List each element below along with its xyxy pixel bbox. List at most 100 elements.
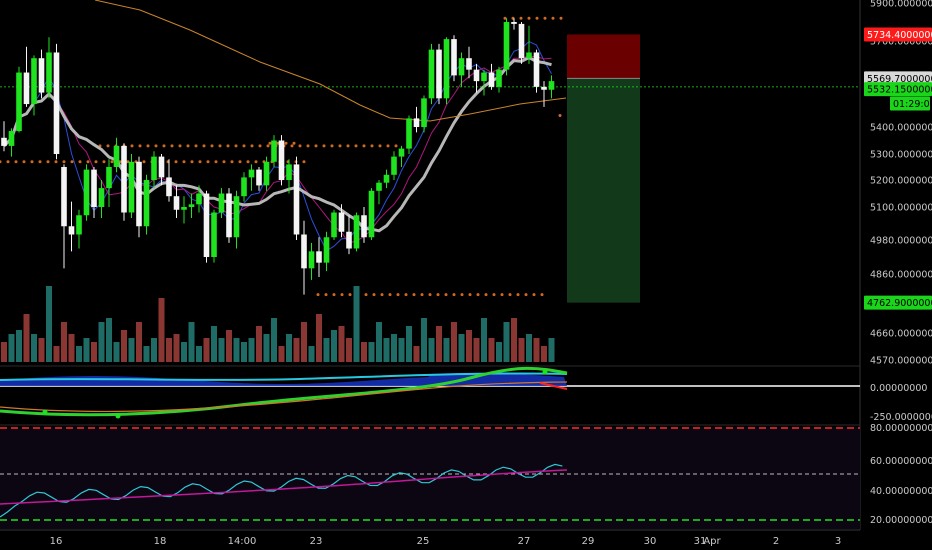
- level-dot: [322, 144, 326, 148]
- volume-bar: [406, 326, 412, 362]
- candle-body: [541, 86, 547, 90]
- level-dot: [218, 144, 222, 148]
- level-dot: [503, 16, 507, 20]
- target-zone: [567, 78, 640, 303]
- volume-bars: [1, 286, 555, 362]
- level-dot: [250, 144, 254, 148]
- candle-body: [353, 215, 360, 249]
- volume-bar: [376, 322, 382, 362]
- macd-tick-label: 0.00000000: [870, 383, 927, 394]
- volume-bar: [128, 338, 135, 362]
- candle-body: [23, 72, 30, 105]
- macd-pane: [0, 366, 860, 419]
- volume-bar: [61, 322, 67, 362]
- volume-bar: [53, 346, 60, 362]
- candle-body: [301, 234, 307, 269]
- level-dot: [268, 141, 272, 145]
- volume-bar: [286, 334, 292, 362]
- time-tick-label: 23: [310, 536, 323, 547]
- volume-bar: [331, 330, 337, 362]
- level-dot: [38, 160, 42, 164]
- candle-body: [61, 167, 67, 227]
- candle-body: [83, 169, 90, 216]
- level-dot: [386, 144, 390, 148]
- level-dot: [362, 144, 366, 148]
- volume-bar: [76, 346, 82, 362]
- time-tick-label: 27: [518, 536, 531, 547]
- level-dot: [519, 16, 523, 20]
- level-dot: [452, 293, 456, 297]
- level-dot: [146, 144, 150, 148]
- level-dot: [138, 144, 142, 148]
- level-dot: [302, 160, 306, 164]
- candle-body: [16, 72, 22, 132]
- price-tick-label: 4660.00000000: [870, 329, 932, 340]
- volume-bar: [31, 334, 37, 362]
- volume-bar: [541, 346, 547, 362]
- candle-body: [511, 22, 517, 24]
- candle-body: [226, 193, 232, 238]
- price-tag-background: [864, 295, 932, 310]
- candle-body: [128, 161, 135, 213]
- price-tag-label: 5734.40000000: [867, 30, 932, 41]
- candle-body: [263, 161, 270, 186]
- candle-body: [31, 58, 37, 105]
- volume-bar: [473, 338, 480, 362]
- time-tick-label: 31: [694, 536, 707, 547]
- level-dot: [370, 144, 374, 148]
- level-dot: [202, 144, 206, 148]
- price-tag-label: 5569.70000000: [867, 74, 932, 85]
- level-dot: [258, 144, 262, 148]
- time-tick-label: 30: [644, 536, 657, 547]
- candle-body: [503, 22, 510, 70]
- candle-body: [331, 212, 337, 238]
- level-dot: [484, 293, 488, 297]
- price-tag-background: [864, 71, 932, 86]
- price-tag-background: [864, 82, 932, 97]
- candle-body: [173, 196, 180, 210]
- level-dot: [226, 144, 230, 148]
- volume-bar: [526, 334, 532, 362]
- candle-body: [136, 161, 142, 227]
- volume-bar: [511, 318, 517, 362]
- candle-body: [376, 182, 382, 191]
- price-tag-label: 01:29:09: [893, 99, 932, 110]
- level-dot: [198, 160, 202, 164]
- level-dot: [436, 293, 440, 297]
- macd-cross-line: [539, 382, 568, 390]
- level-dot: [508, 293, 512, 297]
- candle-body: [436, 49, 442, 99]
- price-tick-label: 5700.00000000: [870, 37, 932, 48]
- level-dot: [338, 144, 342, 148]
- volume-bar: [211, 326, 217, 362]
- candle-body: [91, 169, 97, 207]
- level-dot: [0, 160, 2, 164]
- level-dot: [78, 160, 82, 164]
- volume-bar: [488, 338, 495, 362]
- volume-bar: [413, 346, 420, 362]
- price-tick-label: 4860.00000000: [870, 270, 932, 281]
- level-dot: [30, 160, 34, 164]
- level-dot: [543, 16, 547, 20]
- level-dot: [182, 160, 186, 164]
- time-tick-label: 18: [154, 536, 167, 547]
- volume-bar: [308, 346, 315, 362]
- level-dot: [559, 16, 563, 20]
- volume-bar: [121, 330, 127, 362]
- level-dot: [444, 293, 448, 297]
- price-axis: 5900.00000000 5700.00000000 5400.00000000 5…: [864, 0, 932, 526]
- volume-bar: [353, 286, 360, 362]
- volume-bar: [338, 326, 345, 362]
- volume-bar: [188, 322, 195, 362]
- level-dot: [54, 160, 58, 164]
- candle-body: [233, 196, 240, 238]
- rsi-line: [0, 463, 563, 518]
- volume-bar: [203, 338, 210, 362]
- candle-body: [406, 118, 412, 149]
- level-dot: [298, 144, 302, 148]
- price-tick-label: 5400.00000000: [870, 123, 932, 134]
- candle-body: [451, 39, 457, 76]
- candle-body: [1, 137, 7, 146]
- volume-bar: [46, 286, 52, 362]
